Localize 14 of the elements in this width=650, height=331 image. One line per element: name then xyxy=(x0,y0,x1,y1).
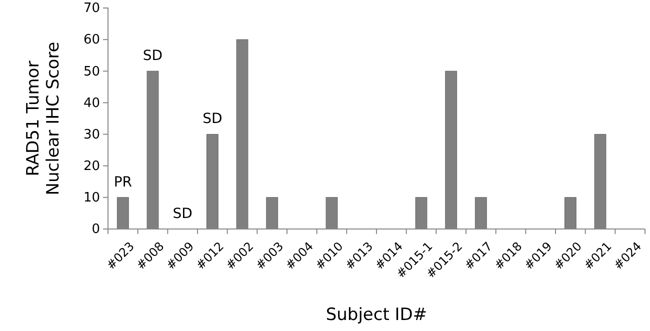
y-tick-label: 70 xyxy=(83,1,100,16)
y-tick-label: 30 xyxy=(83,127,100,142)
annotation: PR xyxy=(114,174,132,190)
y-tick-label: 10 xyxy=(83,190,100,206)
x-axis-title: Subject ID# xyxy=(326,305,428,325)
y-tick-label: 50 xyxy=(83,64,100,80)
annotation: SD xyxy=(202,111,222,128)
y-tick-label: 0 xyxy=(92,222,100,238)
y-tick-label: 60 xyxy=(83,32,100,48)
y-tick-label: 40 xyxy=(83,96,100,111)
y-axis-title: RAD51 Tumor Nuclear IHC Score xyxy=(23,42,64,196)
annotation: SD xyxy=(172,206,192,222)
y-tick-label: 20 xyxy=(83,159,100,174)
annotation: SD xyxy=(142,48,163,64)
